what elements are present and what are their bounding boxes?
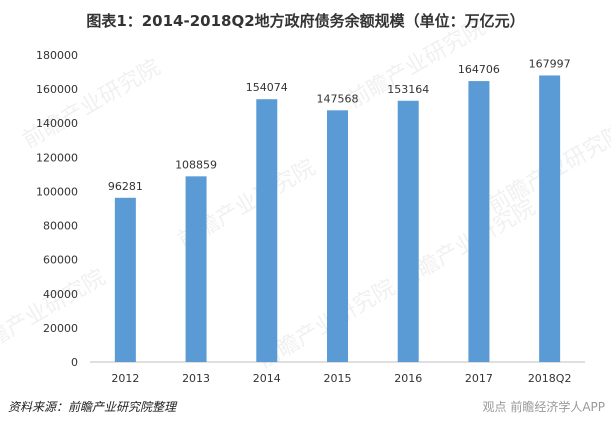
bar-value-label: 96281 <box>108 180 143 193</box>
source-note: 资料来源：前瞻产业研究院整理 <box>8 400 177 414</box>
bar-value-label: 153164 <box>387 83 429 96</box>
bar <box>185 176 207 362</box>
x-tick-label: 2014 <box>253 372 281 385</box>
bar <box>327 110 348 362</box>
x-tick-label: 2016 <box>394 372 422 385</box>
bar-value-label: 154074 <box>246 81 288 94</box>
chart-title: 图表1：2014-2018Q2地方政府债务余额规模（单位：万亿元） <box>86 12 525 30</box>
bar <box>256 99 278 362</box>
bar <box>539 75 561 362</box>
y-tick-label: 140000 <box>36 117 78 130</box>
bar-value-label: 164706 <box>458 63 500 76</box>
y-tick-label: 60000 <box>43 254 78 267</box>
y-tick-label: 120000 <box>36 151 78 164</box>
x-tick-label: 2018Q2 <box>528 372 572 385</box>
x-tick-label: 2015 <box>324 372 352 385</box>
watermark-text: 前瞻产业研究院 <box>19 55 165 154</box>
corner-watermark: 观点 前瞻经济学人APP <box>482 400 606 414</box>
y-tick-label: 180000 <box>36 49 78 62</box>
bar <box>114 197 136 362</box>
watermark-text: 前瞻产业研究院 <box>0 265 110 364</box>
bar-value-label: 108859 <box>175 158 217 171</box>
y-tick-label: 20000 <box>43 322 78 335</box>
bar <box>468 81 490 362</box>
bar-value-label: 167997 <box>529 57 571 70</box>
bar <box>397 100 419 362</box>
y-tick-label: 40000 <box>43 288 78 301</box>
y-tick-label: 100000 <box>36 185 78 198</box>
x-tick-label: 2017 <box>465 372 493 385</box>
bar-value-label: 147568 <box>317 92 359 105</box>
x-tick-label: 2013 <box>182 372 210 385</box>
y-tick-label: 160000 <box>36 83 78 96</box>
x-tick-label: 2012 <box>111 372 139 385</box>
y-tick-label: 80000 <box>43 220 78 233</box>
y-tick-label: 0 <box>71 356 78 369</box>
